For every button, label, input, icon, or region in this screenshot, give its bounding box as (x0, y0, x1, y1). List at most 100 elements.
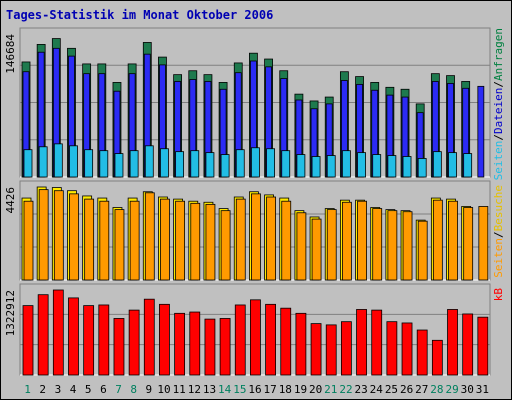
x-tick-day-16: 16 (248, 383, 261, 396)
bar-requests-seiten-day-27 (417, 158, 427, 178)
bar-kb-kb-day-16 (250, 299, 261, 376)
bar-visits-seiten-day-3 (53, 190, 64, 281)
x-tick-day-2: 2 (39, 383, 46, 396)
bar-kb-kb-day-23 (356, 309, 367, 376)
bar-visits-seiten-day-2 (38, 189, 49, 281)
bar-requests-seiten-day-15 (235, 149, 245, 178)
bar-kb-kb-day-27 (416, 329, 428, 376)
bar-kb-kb-day-2 (37, 294, 49, 376)
bar-visits-seiten-day-7 (114, 209, 125, 281)
x-tick-day-25: 25 (385, 383, 398, 396)
bar-requests-seiten-day-7 (114, 153, 124, 178)
bar-kb-kb-day-3 (52, 289, 64, 376)
x-tick-day-5: 5 (85, 383, 92, 396)
legend-anfragen: Anfragen (492, 28, 505, 81)
bar-requests-seiten-day-10 (160, 148, 169, 178)
panel-kb-legend: kB (492, 288, 505, 302)
x-tick-day-13: 13 (203, 383, 216, 396)
panel-requests-legend: Seiten/Dateien/Anfragen (492, 28, 505, 180)
bar-kb-kb-day-20 (310, 323, 322, 376)
bar-requests-seiten-day-28 (432, 151, 442, 178)
bar-kb-kb-day-26 (401, 322, 413, 376)
bar-visits-seiten-day-22 (341, 201, 352, 281)
bar-visits-seiten-day-15 (235, 198, 246, 281)
bar-visits-seiten-day-18 (281, 200, 292, 281)
bar-requests-seiten-day-19 (296, 154, 306, 178)
bar-visits-seiten-day-17 (266, 196, 276, 281)
bar-requests-dateien-day-31 (477, 85, 485, 178)
bar-kb-kb-day-17 (265, 303, 276, 376)
bar-visits-seiten-day-24 (372, 208, 383, 281)
bar-kb-kb-day-13 (204, 318, 216, 376)
bar-visits-seiten-day-23 (357, 200, 367, 281)
legend-seiten: Seiten (492, 238, 505, 278)
bar-kb-kb-day-12 (189, 311, 201, 376)
x-tick-day-12: 12 (188, 383, 201, 396)
x-tick-day-19: 19 (294, 383, 307, 396)
bar-visits-seiten-day-13 (205, 203, 216, 281)
bar-kb-kb-day-22 (340, 321, 352, 376)
bar-visits-seiten-day-21 (326, 209, 337, 281)
bar-requests-seiten-day-12 (190, 150, 200, 178)
legend-separator: / (492, 81, 505, 88)
x-tick-day-15: 15 (233, 383, 246, 396)
bar-visits-seiten-day-19 (296, 212, 307, 281)
bar-visits-seiten-day-14 (220, 210, 231, 281)
bar-requests-seiten-day-20 (311, 156, 321, 178)
x-tick-day-3: 3 (55, 383, 62, 396)
panel-visits-ymax-label: 4426 (4, 187, 17, 214)
x-tick-day-11: 11 (173, 383, 186, 396)
panel-visits-legend: Seiten/Besuche (492, 185, 505, 278)
bar-visits-seiten-day-31 (478, 206, 489, 281)
legend-separator: / (492, 134, 505, 141)
bar-visits-seiten-day-10 (160, 198, 170, 281)
x-tick-day-8: 8 (130, 383, 137, 396)
bar-kb-kb-day-24 (371, 309, 383, 376)
bar-requests-seiten-day-18 (281, 150, 291, 178)
x-tick-day-6: 6 (100, 383, 107, 396)
chart-title: Tages-Statistik im Monat Oktober 2006 (6, 8, 273, 22)
panel-kb-ymax-label: 1322912 (4, 290, 17, 336)
legend-separator: / (492, 231, 505, 238)
bar-visits-seiten-day-8 (129, 200, 140, 281)
bar-kb-kb-day-4 (68, 297, 79, 376)
bar-kb-kb-day-5 (83, 305, 95, 376)
bar-visits-seiten-day-20 (311, 218, 322, 281)
bar-kb-kb-day-11 (174, 312, 186, 376)
bar-visits-seiten-day-25 (387, 210, 398, 281)
bar-kb-kb-day-9 (143, 298, 155, 376)
bar-kb-kb-day-15 (234, 304, 246, 376)
bar-kb-kb-day-6 (98, 304, 110, 376)
bar-requests-seiten-day-16 (251, 147, 260, 178)
bar-visits-seiten-day-26 (402, 211, 413, 281)
bar-requests-seiten-day-13 (205, 152, 215, 178)
bar-requests-seiten-day-2 (38, 146, 48, 178)
x-tick-day-10: 10 (157, 383, 170, 396)
bar-requests-seiten-day-11 (175, 151, 185, 178)
x-tick-day-26: 26 (400, 383, 413, 396)
legend-dateien: Dateien (492, 88, 505, 134)
bar-requests-seiten-day-30 (463, 153, 473, 178)
bar-kb-kb-day-29 (447, 309, 458, 376)
bar-kb-kb-day-19 (295, 312, 307, 376)
bar-kb-kb-day-18 (280, 307, 292, 376)
bar-requests-seiten-day-29 (448, 152, 457, 178)
bar-kb-kb-day-10 (159, 303, 170, 376)
bar-kb-kb-day-14 (219, 318, 231, 376)
bar-requests-seiten-day-26 (402, 156, 412, 178)
bar-requests-seiten-day-6 (99, 150, 109, 178)
bar-requests-seiten-day-22 (341, 150, 351, 178)
bar-requests-seiten-day-24 (372, 154, 382, 178)
x-tick-day-7: 7 (115, 383, 122, 396)
bar-requests-seiten-day-8 (129, 150, 139, 178)
bar-visits-seiten-day-1 (23, 200, 34, 281)
x-tick-day-28: 28 (430, 383, 443, 396)
bar-visits-seiten-day-30 (463, 207, 474, 281)
bar-requests-seiten-day-4 (69, 145, 78, 178)
x-tick-day-14: 14 (218, 383, 232, 396)
x-tick-day-23: 23 (355, 383, 368, 396)
x-tick-day-22: 22 (339, 383, 352, 396)
x-tick-day-24: 24 (370, 383, 384, 396)
x-tick-day-27: 27 (415, 383, 428, 396)
